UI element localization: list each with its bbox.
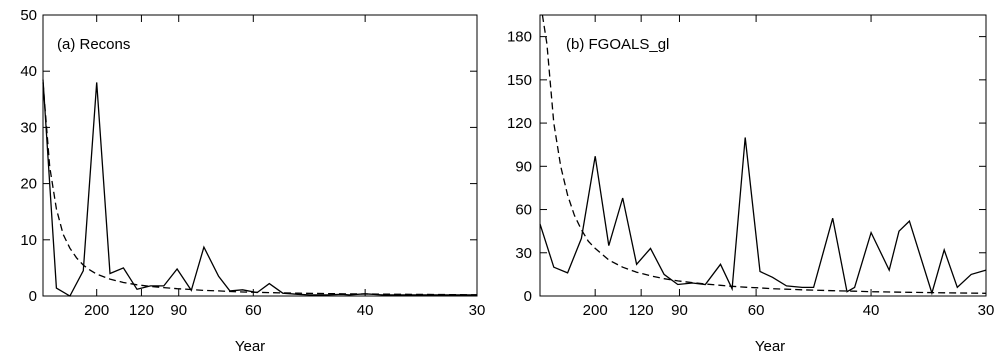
panel-b-ticks	[540, 15, 987, 297]
panel-b-x-tick-labels: 200 120 90 60 40 30	[583, 302, 995, 319]
x-tick-label: 60	[245, 302, 262, 319]
y-tick-label: 50	[20, 7, 37, 24]
x-tick-label: 200	[583, 302, 608, 319]
x-tick-label: 40	[357, 302, 374, 319]
x-tick-label: 90	[170, 302, 187, 319]
series-dashed-line	[42, 82, 478, 296]
y-tick-label: 0	[524, 288, 532, 305]
x-tick-label: 120	[129, 302, 154, 319]
x-tick-label: 30	[469, 302, 486, 319]
panel-a-x-tick-labels: 200 120 90 60 40 30	[84, 302, 485, 319]
y-tick-label: 20	[20, 176, 37, 193]
panel-a-x-axis-label: Year	[235, 338, 265, 354]
x-tick-label: 30	[978, 302, 995, 319]
panel-b-fgoals-gl: 0 30 60 90 120 150 180 200 120 90 60 40 30 (b) FGOA…	[507, 14, 995, 354]
panel-b-label: (b) FGOALS_gl	[566, 36, 669, 53]
x-tick-label: 60	[748, 302, 765, 319]
panel-b-frame	[539, 14, 987, 297]
y-tick-label: 90	[515, 158, 532, 175]
y-tick-label: 180	[507, 29, 532, 46]
panel-a-y-tick-labels: 0 10 20 30 40 50	[20, 7, 37, 305]
y-tick-label: 30	[515, 245, 532, 262]
y-tick-label: 10	[20, 232, 37, 249]
panel-a-series	[42, 79, 478, 297]
series-solid-line	[42, 79, 477, 297]
y-tick-label: 0	[29, 288, 37, 305]
y-tick-label: 120	[507, 115, 532, 132]
panel-a-label: (a) Recons	[57, 36, 130, 53]
series-dashed-line	[541, 14, 987, 294]
panel-b-y-tick-labels: 0 30 60 90 120 150 180	[507, 29, 532, 305]
panel-b-series	[539, 14, 987, 296]
x-tick-label: 200	[84, 302, 109, 319]
y-tick-label: 30	[20, 119, 37, 136]
y-tick-label: 150	[507, 72, 532, 89]
panel-a-frame	[42, 14, 478, 297]
panel-a-recons: 0 10 20 30 40 50 200 120 90 60 40 30 (a) Recons Ye…	[20, 7, 485, 354]
y-tick-label: 60	[515, 202, 532, 219]
x-tick-label: 120	[629, 302, 654, 319]
x-tick-label: 40	[863, 302, 880, 319]
x-tick-label: 90	[671, 302, 688, 319]
series-solid-line	[539, 137, 987, 296]
panel-b-x-axis-label: Year	[755, 338, 785, 354]
y-tick-label: 40	[20, 63, 37, 80]
